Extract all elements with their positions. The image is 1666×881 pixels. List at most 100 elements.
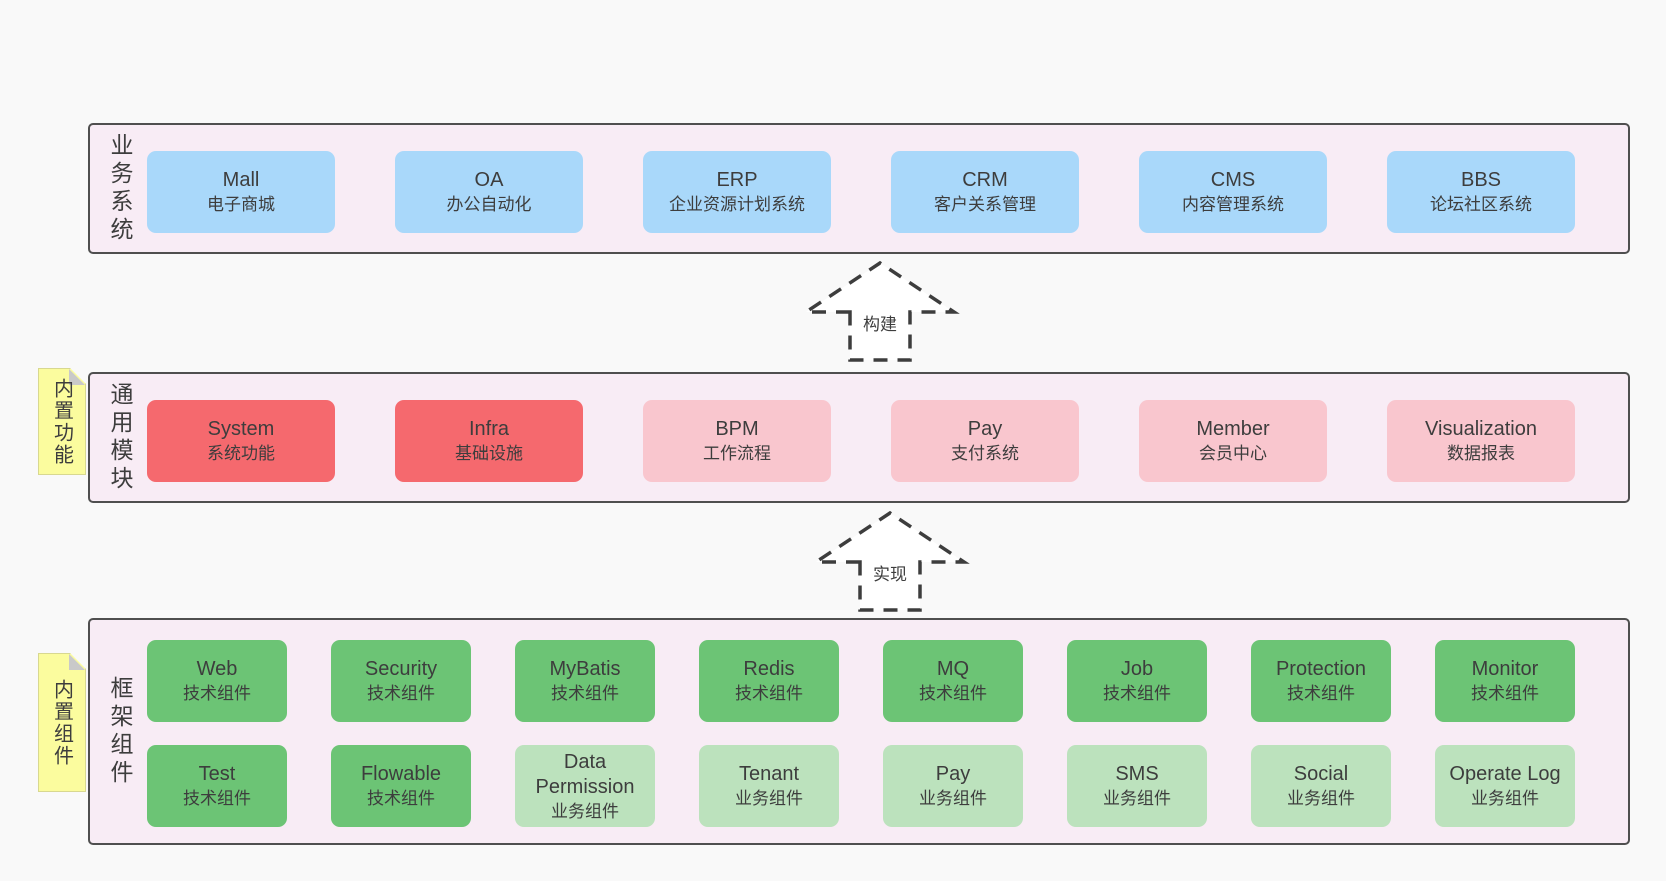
- band-label-common-modules: 通用模块: [107, 381, 133, 494]
- box-title: CMS: [1210, 169, 1256, 192]
- box-protection: Protection 技术组件: [1251, 640, 1391, 722]
- box-subtitle: 业务组件: [1287, 788, 1355, 808]
- box-erp: ERP 企业资源计划系统: [643, 151, 831, 233]
- common-modules-band: 通用模块 System 系统功能 Infra 基础设施 BPM 工作流程 Pay…: [88, 372, 1630, 503]
- box-subtitle: 会员中心: [1199, 443, 1267, 463]
- sticky-label: 内置功能: [50, 377, 73, 466]
- box-subtitle: 基础设施: [455, 443, 523, 463]
- box-tenant: Tenant 业务组件: [699, 745, 839, 827]
- business-systems-band: 业务系统 Mall 电子商城 OA 办公自动化 ERP 企业资源计划系统 CRM…: [88, 123, 1630, 254]
- box-title: CRM: [962, 169, 1008, 192]
- box-title: Mall: [222, 169, 260, 192]
- box-redis: Redis 技术组件: [699, 640, 839, 722]
- box-monitor: Monitor 技术组件: [1435, 640, 1575, 722]
- box-subtitle: 办公自动化: [446, 194, 532, 214]
- box-title: Pay: [967, 418, 1003, 441]
- box-oa: OA 办公自动化: [395, 151, 583, 233]
- box-subtitle: 业务组件: [735, 788, 803, 808]
- box-title: Security: [364, 658, 438, 681]
- box-subtitle: 技术组件: [1103, 683, 1171, 703]
- box-bpm: BPM 工作流程: [643, 400, 831, 482]
- box-title: Tenant: [738, 763, 800, 786]
- box-title: MyBatis: [549, 658, 621, 681]
- box-test: Test 技术组件: [147, 745, 287, 827]
- box-subtitle: 业务组件: [1471, 788, 1539, 808]
- folded-corner-icon: [69, 654, 85, 670]
- box-title: Member: [1196, 418, 1270, 441]
- box-subtitle: 业务组件: [919, 788, 987, 808]
- box-subtitle: 技术组件: [551, 683, 619, 703]
- sticky-label: 内置组件: [50, 678, 73, 767]
- sticky-built-in-components: 内置组件: [38, 653, 86, 792]
- box-job: Job 技术组件: [1067, 640, 1207, 722]
- box-pay: Pay 支付系统: [891, 400, 1079, 482]
- box-title: Flowable: [360, 763, 442, 786]
- box-sms: SMS 业务组件: [1067, 745, 1207, 827]
- box-system: System 系统功能: [147, 400, 335, 482]
- box-subtitle: 内容管理系统: [1182, 194, 1284, 214]
- box-web: Web 技术组件: [147, 640, 287, 722]
- box-cms: CMS 内容管理系统: [1139, 151, 1327, 233]
- box-title: Operate Log: [1449, 763, 1561, 786]
- box-subtitle: 系统功能: [207, 443, 275, 463]
- box-pay-business: Pay 业务组件: [883, 745, 1023, 827]
- box-title: OA: [474, 169, 504, 192]
- box-bbs: BBS 论坛社区系统: [1387, 151, 1575, 233]
- box-subtitle: 企业资源计划系统: [669, 194, 805, 214]
- implement-arrow-label: 实现: [870, 560, 910, 585]
- box-subtitle: 技术组件: [183, 788, 251, 808]
- build-arrow: 构建: [800, 260, 960, 364]
- box-crm: CRM 客户关系管理: [891, 151, 1079, 233]
- box-subtitle: 电子商城: [207, 194, 275, 214]
- box-title: Visualization: [1425, 418, 1537, 441]
- box-title: Test: [198, 763, 236, 786]
- box-title: Data Permission: [535, 750, 635, 799]
- box-visualization: Visualization 数据报表: [1387, 400, 1575, 482]
- box-subtitle: 数据报表: [1447, 443, 1515, 463]
- box-title: Redis: [743, 658, 795, 681]
- box-title: MQ: [936, 658, 970, 681]
- box-mq: MQ 技术组件: [883, 640, 1023, 722]
- box-subtitle: 论坛社区系统: [1430, 194, 1532, 214]
- box-title: Protection: [1275, 658, 1367, 681]
- sticky-built-in-features: 内置功能: [38, 368, 86, 475]
- box-infra: Infra 基础设施: [395, 400, 583, 482]
- box-flowable: Flowable 技术组件: [331, 745, 471, 827]
- box-subtitle: 技术组件: [367, 788, 435, 808]
- box-security: Security 技术组件: [331, 640, 471, 722]
- build-arrow-label: 构建: [860, 310, 900, 335]
- box-subtitle: 技术组件: [367, 683, 435, 703]
- box-mall: Mall 电子商城: [147, 151, 335, 233]
- box-title: SMS: [1115, 763, 1159, 786]
- box-title: Job: [1120, 658, 1154, 681]
- box-mybatis: MyBatis 技术组件: [515, 640, 655, 722]
- box-title: Monitor: [1471, 658, 1539, 681]
- box-title: Social: [1293, 763, 1349, 786]
- box-subtitle: 技术组件: [183, 683, 251, 703]
- box-member: Member 会员中心: [1139, 400, 1327, 482]
- box-subtitle: 技术组件: [1287, 683, 1355, 703]
- band-label-framework-components: 框架组件: [107, 675, 133, 788]
- box-title: Pay: [935, 763, 971, 786]
- framework-components-band: 框架组件 Web 技术组件 Security 技术组件 MyBatis 技术组件…: [88, 618, 1630, 845]
- box-subtitle: 业务组件: [551, 801, 619, 821]
- box-title: System: [207, 418, 275, 441]
- box-title: Infra: [468, 418, 510, 441]
- box-operate-log: Operate Log 业务组件: [1435, 745, 1575, 827]
- box-subtitle: 客户关系管理: [934, 194, 1036, 214]
- box-subtitle: 工作流程: [703, 443, 771, 463]
- box-subtitle: 业务组件: [1103, 788, 1171, 808]
- box-title: BBS: [1460, 169, 1502, 192]
- box-subtitle: 支付系统: [951, 443, 1019, 463]
- box-title: Web: [196, 658, 238, 681]
- box-title: ERP: [716, 169, 758, 192]
- band-label-business-systems: 业务系统: [107, 132, 133, 245]
- box-social: Social 业务组件: [1251, 745, 1391, 827]
- box-subtitle: 技术组件: [735, 683, 803, 703]
- box-subtitle: 技术组件: [1471, 683, 1539, 703]
- box-data-permission: Data Permission 业务组件: [515, 745, 655, 827]
- box-subtitle: 技术组件: [919, 683, 987, 703]
- box-title: BPM: [715, 418, 759, 441]
- implement-arrow: 实现: [810, 510, 970, 614]
